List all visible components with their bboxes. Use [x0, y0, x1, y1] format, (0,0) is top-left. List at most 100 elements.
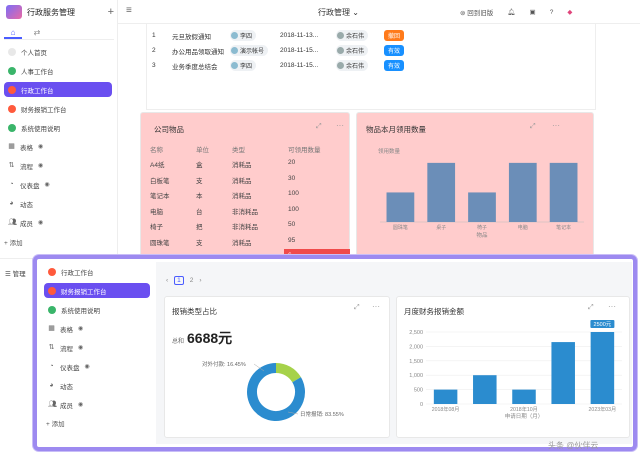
- flow-icon: ⇅: [8, 162, 15, 169]
- table-cell: 元旦放假通知: [172, 33, 211, 41]
- expense-type-title: 报销类型占比: [172, 307, 217, 316]
- menu-icon[interactable]: ≡: [126, 5, 132, 16]
- sidebar-item-5[interactable]: ▦ 表格 ◉: [4, 139, 112, 154]
- module-title[interactable]: 行政管理 ⌄: [318, 8, 359, 17]
- overlay-add-button[interactable]: + 添加: [46, 421, 65, 428]
- bar: [473, 375, 497, 404]
- more-icon[interactable]: ···: [552, 121, 560, 130]
- expand-icon[interactable]: ⤢: [354, 304, 360, 311]
- eye-icon[interactable]: ◉: [44, 182, 50, 188]
- back-old-version-link[interactable]: ⊚ 回到旧版: [460, 10, 494, 17]
- overlay-nav-item-0[interactable]: 行政工作台: [44, 264, 150, 279]
- more-icon[interactable]: ···: [372, 302, 380, 311]
- avatar: [337, 32, 344, 39]
- manage-button[interactable]: ☰ 管理: [5, 271, 26, 278]
- topbar-actions: ⊚ 回到旧版 🔔︎ ▣ ? ◆: [460, 7, 573, 18]
- eye-icon[interactable]: ◉: [78, 402, 84, 408]
- goods-cell: 95: [288, 236, 296, 244]
- more-icon[interactable]: ···: [336, 121, 344, 130]
- overlay-nav-item-5[interactable]: ◔ 仪表盘 ◉: [44, 359, 150, 374]
- goods-cell: 把: [196, 224, 203, 231]
- bell-icon[interactable]: 🔔︎: [507, 9, 516, 16]
- eye-icon[interactable]: ◉: [38, 144, 44, 150]
- goods-cell: 非消耗品: [232, 208, 258, 216]
- nav-icon: 👥︎: [48, 401, 57, 408]
- nav-icon: ◕: [49, 382, 54, 389]
- monthly-expense-chart: 0 500 1,000 1,500 2,000 2,500 2500元 2018年08月 201…: [409, 320, 622, 420]
- page-2-button[interactable]: 2: [189, 277, 194, 284]
- prev-page-button[interactable]: ‹: [166, 277, 169, 284]
- sidebar-item-1[interactable]: 人事工作台: [4, 63, 112, 78]
- avatar: [231, 32, 238, 39]
- table-row[interactable]: 2 办公用品领取通知 演示帐号 2018-11-15... 余石伟 有效: [146, 43, 596, 58]
- help-icon[interactable]: ?: [549, 8, 554, 16]
- eye-icon[interactable]: ◉: [78, 326, 84, 332]
- sidebar-add-button[interactable]: + 添加: [4, 240, 23, 247]
- overlay-nav-label: 动态: [60, 383, 73, 391]
- bar: [551, 342, 575, 404]
- x-tick-label: 圆珠笔: [393, 224, 408, 231]
- home-tab-icon[interactable]: ⌂: [4, 28, 22, 39]
- sidebar-item-8[interactable]: ◕ 动态: [4, 196, 112, 211]
- diamond-icon[interactable]: ◆: [567, 9, 573, 16]
- page-1-button[interactable]: 1: [174, 276, 184, 285]
- overlay-nav-label: 财务报销工作台: [61, 288, 107, 296]
- user-tag: 余石伟: [336, 45, 369, 56]
- overlay-nav-item-2[interactable]: 系统使用说明: [44, 302, 150, 317]
- expand-icon[interactable]: ⤢: [588, 304, 594, 311]
- sidebar: [0, 0, 118, 288]
- goods-cell: A4纸: [150, 162, 165, 169]
- goods-title: 公司物品: [154, 125, 184, 134]
- sidebar-item-label: 系统使用说明: [21, 125, 60, 133]
- y-tick-label: 2,500: [409, 330, 423, 336]
- sidebar-item-7[interactable]: ◔ 仪表盘 ◉: [4, 177, 112, 192]
- overlay-nav-item-4[interactable]: ⇅ 流程 ◉: [44, 340, 150, 355]
- eye-icon[interactable]: ◉: [38, 163, 44, 169]
- sidebar-item-4[interactable]: 系统使用说明: [4, 120, 112, 135]
- add-app-button[interactable]: +: [107, 6, 114, 18]
- y-tick-label: 0: [420, 402, 423, 408]
- x-tick-label: 椅子: [477, 224, 487, 231]
- app-title: 行政服务管理: [27, 7, 75, 17]
- overlay-nav-label: 行政工作台: [61, 269, 94, 277]
- sidebar-item-label: 人事工作台: [21, 68, 54, 76]
- bar: [590, 332, 615, 404]
- switch-tab-icon[interactable]: ⇄: [33, 28, 41, 37]
- expand-icon[interactable]: ⤢: [316, 123, 322, 130]
- sidebar-item-6[interactable]: ⇅ 流程 ◉: [4, 158, 112, 173]
- eye-icon[interactable]: ◉: [78, 345, 84, 351]
- leader-line: [287, 411, 299, 415]
- status-badge: 有效: [384, 45, 405, 56]
- sidebar-item-label: 行政工作台: [21, 87, 54, 95]
- sidebar-item-3[interactable]: 财务报销工作台: [4, 101, 112, 116]
- eye-icon[interactable]: ◉: [84, 364, 90, 370]
- goods-cell: 消耗品: [232, 193, 252, 200]
- overlay-nav-item-1[interactable]: 财务报销工作台: [44, 283, 150, 298]
- eye-icon[interactable]: ◉: [38, 220, 44, 226]
- sidebar-item-label: 流程: [20, 163, 33, 171]
- total-value: 6688元: [187, 330, 233, 346]
- next-page-button[interactable]: ›: [199, 277, 202, 284]
- people-dot-icon: [8, 66, 16, 75]
- avatar: [337, 47, 344, 54]
- y-tick-label: 2,000: [409, 344, 423, 350]
- inbox-icon[interactable]: ▣: [529, 9, 536, 16]
- sidebar-item-0[interactable]: 个人首页: [4, 44, 112, 59]
- nav-icon: ◔: [49, 363, 54, 370]
- goods-cell: 消耗品: [232, 162, 252, 169]
- table-row[interactable]: 1 元旦放假通知 李四 2018-11-13... 余石伟 撤回: [146, 28, 596, 43]
- bar: [386, 192, 415, 222]
- notice-table-panel: [146, 24, 596, 110]
- goods-cell: 白板笔: [150, 177, 170, 185]
- table-cell: 业务季度总结会: [172, 63, 218, 71]
- table-row[interactable]: 3 业务季度总结会 李四 2018-11-15... 余石伟 有效: [146, 58, 596, 73]
- overlay-nav-item-3[interactable]: ▦ 表格 ◉: [44, 321, 150, 336]
- overlay-nav-item-6[interactable]: ◕ 动态: [44, 378, 150, 393]
- bar: [427, 162, 456, 222]
- more-icon[interactable]: ···: [608, 302, 616, 311]
- overlay-nav-item-7[interactable]: 👥︎ 成员 ◉: [44, 397, 150, 412]
- sidebar-item-2[interactable]: 行政工作台: [4, 82, 112, 97]
- expand-icon[interactable]: ⤢: [530, 123, 536, 130]
- sidebar-item-9[interactable]: 👥︎ 成员 ◉: [4, 215, 112, 230]
- goods-header: 类型: [232, 147, 245, 154]
